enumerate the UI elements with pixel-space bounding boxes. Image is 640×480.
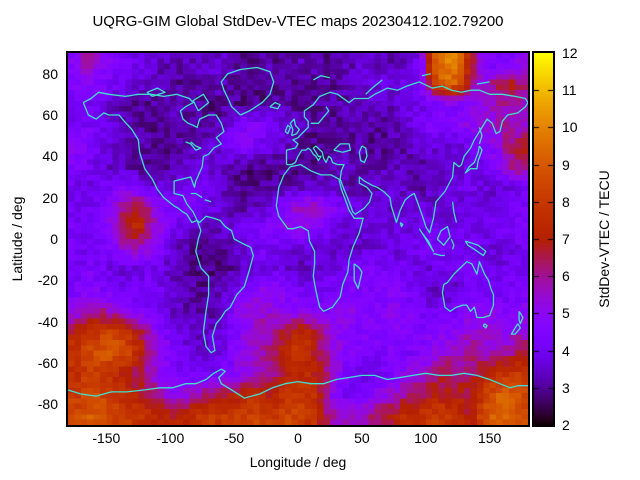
coastline-path [451, 201, 458, 223]
x-tick-label: -100 [156, 430, 185, 446]
coastline-path [285, 81, 528, 234]
coastline-path [289, 118, 300, 137]
y-tick-label: -20 [37, 272, 58, 289]
coastline-overlay [68, 66, 528, 399]
colorbar-tick-label: 5 [562, 305, 570, 322]
coastline-path [476, 81, 490, 85]
colorbar-tick-label: 2 [562, 417, 570, 433]
coastline-path [269, 101, 281, 110]
colorbar-tick-label: 10 [562, 119, 578, 136]
coastline-path [82, 91, 225, 224]
coastline-path [353, 263, 363, 290]
coastline-path [284, 124, 291, 135]
coastline-path [510, 323, 521, 335]
y-tick-label: 40 [42, 148, 58, 165]
y-tick-label: 60 [42, 107, 58, 123]
coastline-path [464, 145, 483, 174]
coastline-path [399, 221, 404, 228]
y-tick-label: -40 [37, 313, 58, 330]
colorbar-tick-label: 9 [562, 156, 570, 173]
colorbar [532, 51, 555, 427]
x-tick-label: -50 [223, 430, 245, 446]
coastline-path [358, 145, 368, 164]
x-tick-label: 150 [477, 430, 502, 446]
coastline-path [204, 199, 212, 203]
coastline-path [185, 141, 202, 151]
coastline-path [478, 127, 483, 145]
colorbar-tick-label: 4 [562, 342, 570, 359]
coastline-path [418, 228, 435, 253]
coastline-path [195, 215, 254, 354]
y-tick-label: -60 [37, 355, 58, 371]
coastline-path [312, 75, 331, 81]
coastline-path [333, 143, 352, 153]
plot-area [66, 51, 530, 427]
colorbar-tick-label: 8 [562, 193, 570, 210]
coastline-path [464, 240, 487, 257]
y-tick-label: 20 [42, 189, 58, 206]
x-tick-label: -150 [92, 430, 121, 446]
coastline-path [518, 310, 524, 325]
coastline-path [220, 66, 275, 116]
colorbar-gradient [534, 53, 553, 425]
colorbar-tick-label: 12 [562, 45, 578, 61]
coastline-path [450, 238, 455, 250]
x-tick-label: 50 [354, 430, 370, 446]
coastline-path [68, 368, 528, 399]
colorbar-tick-label: 11 [562, 82, 577, 99]
y-tick-label: -80 [37, 396, 58, 413]
y-tick-label: 0 [50, 231, 58, 247]
x-tick-label: 100 [414, 430, 438, 446]
coastline-path [365, 79, 383, 95]
coastline-path [436, 225, 451, 246]
coastline-path [421, 73, 432, 77]
colorbar-label: StdDev-VTEC / TECU [596, 170, 612, 308]
coastline-path [441, 261, 495, 319]
coastline-path [190, 192, 203, 199]
colorbar-tick-label: 7 [562, 231, 570, 247]
coastline-path [310, 106, 330, 124]
coastline-path [275, 163, 364, 312]
coastline-path [192, 93, 210, 112]
colorbar-tick-label: 3 [562, 379, 570, 396]
x-axis-label: Longitude / deg [249, 454, 347, 470]
y-axis-label: Latitude / deg [9, 196, 25, 282]
coastline-path [146, 87, 166, 98]
coastline-path [482, 323, 488, 329]
page-title: UQRG-GIM Global StdDev-VTEC maps 2023041… [92, 13, 504, 30]
y-tick-label: 80 [42, 65, 58, 82]
coastline-path [433, 252, 445, 257]
x-tick-label: 0 [294, 430, 302, 446]
colorbar-tick-label: 6 [562, 268, 570, 285]
